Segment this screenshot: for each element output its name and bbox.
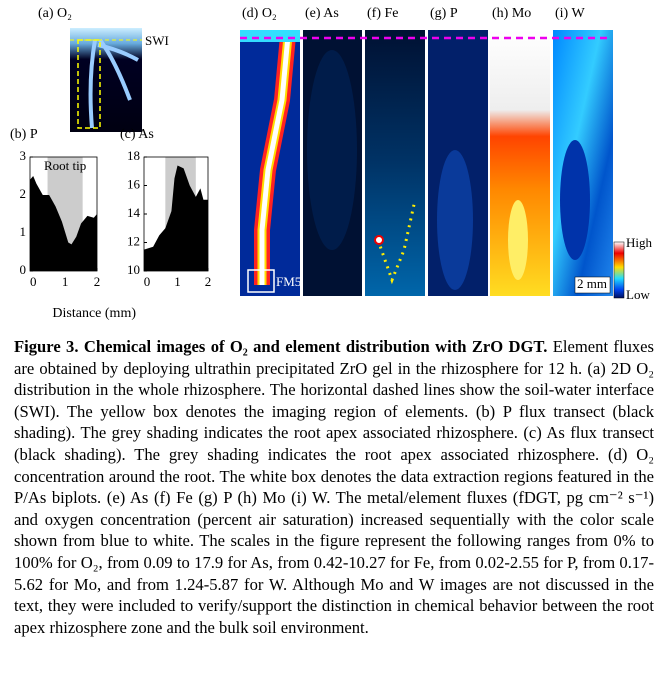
x-tick-label: 1 [62, 274, 69, 289]
scale-low: Low [626, 287, 650, 302]
x-axis-label: Distance (mm) [52, 306, 136, 321]
caption-body: Element fluxes are obtained by deploying… [14, 337, 654, 637]
panel-label: (a) O₂ [38, 6, 72, 21]
panel-label: (h) Mo [492, 6, 531, 21]
x-tick-label: 1 [174, 274, 181, 289]
swi-label: SWI [145, 33, 169, 48]
x-tick-label: 2 [205, 274, 212, 289]
panel-label: (b) P [10, 127, 38, 142]
x-tick-label: 0 [30, 274, 37, 289]
caption: Figure 3. Chemical images of O₂ and elem… [14, 336, 654, 638]
y-tick-label: 0 [20, 262, 27, 277]
y-tick-label: 12 [127, 233, 140, 248]
y-tick-label: 10 [127, 262, 140, 277]
panel-label: (i) W [555, 6, 585, 21]
figure: (a) O₂ SWI FM5 High Low 2 mm Distance (m… [10, 6, 653, 321]
image-panels [240, 30, 625, 299]
scale-bar-label: 2 mm [577, 276, 607, 291]
caption-title: Figure 3. Chemical images of O₂ and elem… [14, 337, 548, 356]
plot-frame [29, 156, 98, 272]
y-tick-label: 3 [20, 148, 27, 163]
panel-label: (e) As [305, 6, 339, 21]
panel-label: (c) As [120, 127, 154, 142]
y-tick-label: 2 [20, 186, 27, 201]
y-tick-label: 14 [127, 205, 141, 220]
panel-label: (f) Fe [367, 6, 399, 21]
y-tick-label: 16 [127, 176, 141, 191]
panel-label: (g) P [430, 6, 458, 21]
y-tick-label: 18 [127, 148, 140, 163]
y-tick-label: 1 [20, 224, 27, 239]
x-tick-label: 2 [94, 274, 101, 289]
panel-label: (d) O₂ [242, 6, 277, 21]
panel-a-image [70, 28, 142, 132]
scale-high: High [626, 235, 653, 250]
area [30, 176, 97, 271]
area [144, 165, 208, 271]
shade-label: Root tip [44, 158, 86, 173]
fm5-label: FM5 [276, 274, 301, 289]
x-tick-label: 0 [144, 274, 151, 289]
